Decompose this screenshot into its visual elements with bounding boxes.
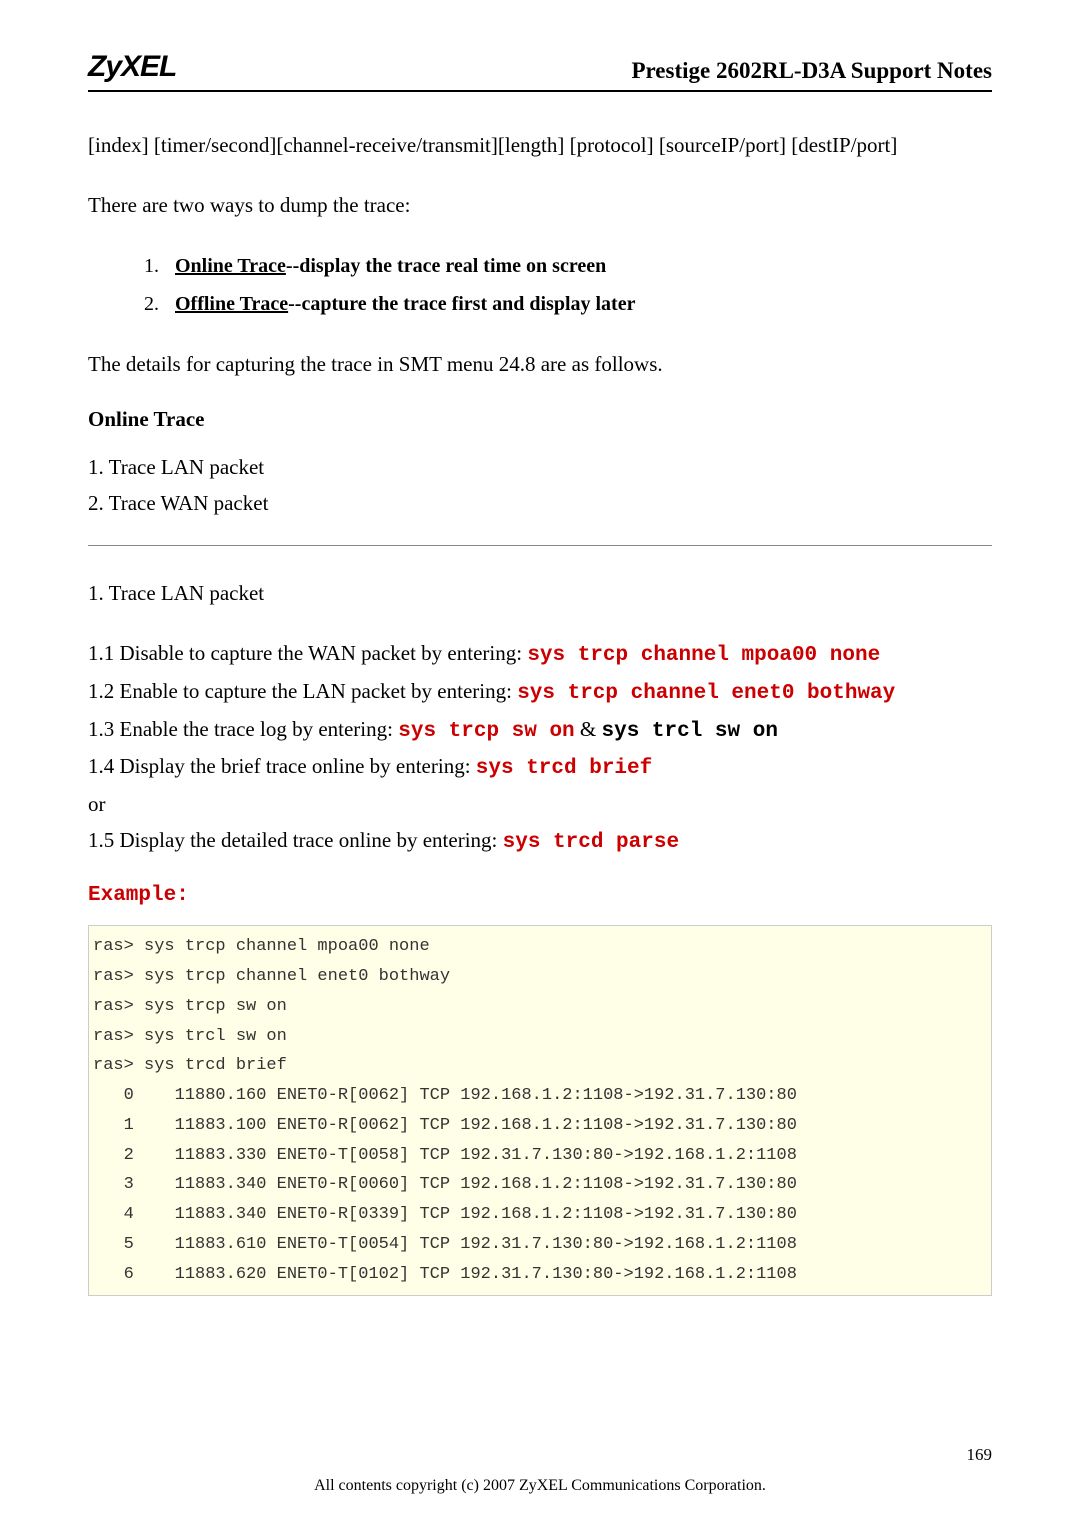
step-line: 1.2 Enable to capture the LAN packet by …: [88, 674, 992, 712]
command: sys trcd brief: [476, 757, 652, 780]
step-text: 1. Trace LAN packet: [88, 450, 992, 486]
terminal-line: 4 11883.340 ENET0-R[0339] TCP 192.168.1.…: [93, 1200, 987, 1230]
lan-steps: 1.1 Disable to capture the WAN packet by…: [88, 636, 992, 860]
online-steps: 1. Trace LAN packet 2. Trace WAN packet: [88, 450, 992, 521]
lan-heading: 1. Trace LAN packet: [88, 576, 992, 612]
terminal-output: ras> sys trcp channel mpoa00 noneras> sy…: [88, 925, 992, 1296]
list-number: 2.: [144, 285, 170, 323]
terminal-line: ras> sys trcl sw on: [93, 1022, 987, 1052]
details-para: The details for capturing the trace in S…: [88, 347, 992, 383]
terminal-line: ras> sys trcd brief: [93, 1051, 987, 1081]
step-line: 1.3 Enable the trace log by entering: sy…: [88, 712, 992, 750]
list-number: 1.: [144, 247, 170, 285]
step-line: 1.1 Disable to capture the WAN packet by…: [88, 636, 992, 674]
online-trace-heading: Online Trace: [88, 407, 992, 432]
list-item: 2. Offline Trace--capture the trace firs…: [144, 285, 992, 323]
step-line: 1.5 Display the detailed trace online by…: [88, 823, 992, 861]
example-label: Example:: [88, 884, 992, 907]
step-prefix: 1.5 Display the detailed trace online by…: [88, 828, 503, 852]
trace-options-list: 1. Online Trace--display the trace real …: [144, 247, 992, 323]
or-text: or: [88, 787, 992, 823]
command: sys trcp sw on: [398, 720, 574, 743]
step-text: 2. Trace WAN packet: [88, 486, 992, 522]
terminal-line: 3 11883.340 ENET0-R[0060] TCP 192.168.1.…: [93, 1170, 987, 1200]
option-desc: --capture the trace first and display la…: [288, 293, 635, 315]
footer-copyright: All contents copyright (c) 2007 ZyXEL Co…: [0, 1477, 1080, 1495]
doc-title: Prestige 2602RL-D3A Support Notes: [631, 58, 992, 84]
command: sys trcl sw on: [602, 720, 778, 743]
terminal-line: 1 11883.100 ENET0-R[0062] TCP 192.168.1.…: [93, 1111, 987, 1141]
terminal-line: ras> sys trcp channel enet0 bothway: [93, 962, 987, 992]
option-desc: --display the trace real time on screen: [286, 255, 606, 277]
terminal-line: 0 11880.160 ENET0-R[0062] TCP 192.168.1.…: [93, 1081, 987, 1111]
option-name: Online Trace: [175, 255, 286, 277]
dump-intro: There are two ways to dump the trace:: [88, 188, 992, 224]
command: sys trcp channel mpoa00 none: [527, 644, 880, 667]
page-header: ZyXEL Prestige 2602RL-D3A Support Notes: [88, 50, 992, 92]
ampersand: &: [575, 717, 602, 741]
step-prefix: 1.1 Disable to capture the WAN packet by…: [88, 641, 527, 665]
terminal-line: 6 11883.620 ENET0-T[0102] TCP 192.31.7.1…: [93, 1260, 987, 1290]
step-prefix: 1.4 Display the brief trace online by en…: [88, 754, 476, 778]
format-line: [index] [timer/second][channel-receive/t…: [88, 128, 992, 164]
option-name: Offline Trace: [175, 293, 288, 315]
command: sys trcp channel enet0 bothway: [517, 682, 895, 705]
step-line: 1.4 Display the brief trace online by en…: [88, 749, 992, 787]
terminal-line: 2 11883.330 ENET0-T[0058] TCP 192.31.7.1…: [93, 1141, 987, 1171]
page-number: 169: [967, 1445, 993, 1465]
divider: [88, 545, 992, 546]
step-prefix: 1.3 Enable the trace log by entering:: [88, 717, 398, 741]
step-prefix: 1.2 Enable to capture the LAN packet by …: [88, 679, 517, 703]
terminal-line: 5 11883.610 ENET0-T[0054] TCP 192.31.7.1…: [93, 1230, 987, 1260]
list-item: 1. Online Trace--display the trace real …: [144, 247, 992, 285]
terminal-line: ras> sys trcp channel mpoa00 none: [93, 932, 987, 962]
terminal-line: ras> sys trcp sw on: [93, 992, 987, 1022]
logo: ZyXEL: [88, 50, 176, 84]
command: sys trcd parse: [503, 831, 679, 854]
